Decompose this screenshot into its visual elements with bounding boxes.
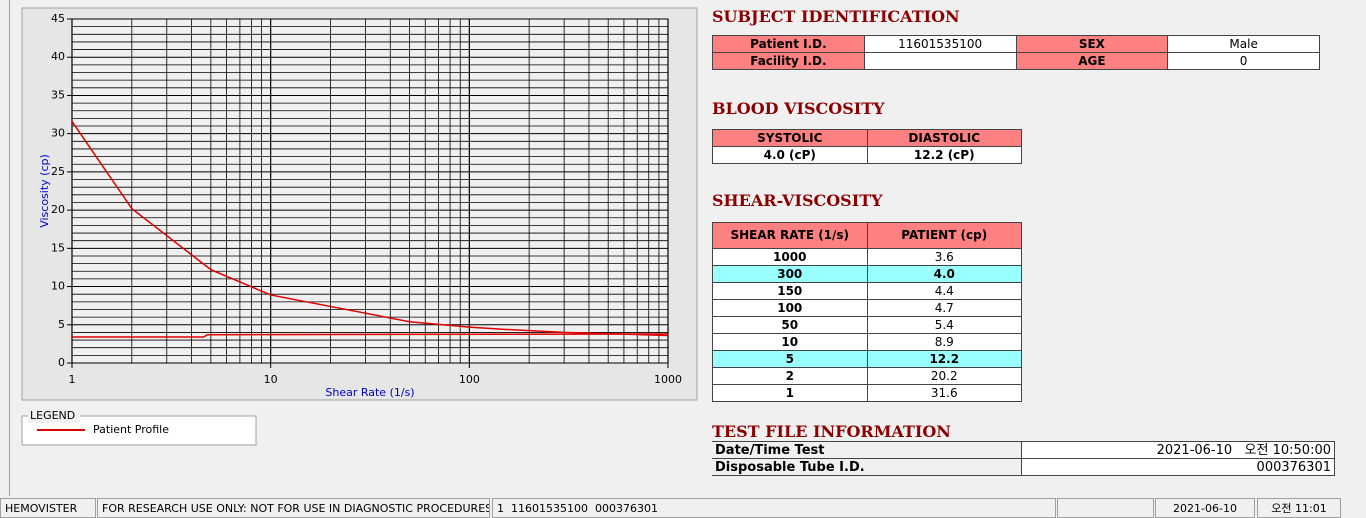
section-title: BLOOD VISCOSITY (712, 99, 885, 118)
y-tick-label: 5 (58, 318, 65, 331)
subject-table: Patient I.D. 11601535100 SEX Male Facility … (712, 35, 1320, 70)
value (863, 52, 1017, 70)
legend-title: LEGEND (30, 409, 75, 422)
header: SHEAR RATE (1/s) (712, 222, 868, 249)
cell: 1 (712, 384, 868, 402)
blood-table: SYSTOLIC DIASTOLIC 4.0 (cP) 12.2 (cP) (712, 129, 1022, 164)
value: 11601535100 (863, 35, 1017, 53)
x-tick-label: 10 (264, 373, 278, 386)
cell: 5.4 (866, 316, 1022, 334)
value: 0 (1167, 52, 1320, 70)
label: AGE (1015, 52, 1169, 70)
legend-caption-bg (28, 409, 80, 423)
header-row: SHEAR RATE (1/s) PATIENT (cp) (712, 222, 1022, 249)
test-file-table: Date/Time Test 2021-06-10 오전 10:50:00 Disp… (712, 441, 1335, 476)
y-tick-label: 40 (51, 50, 65, 63)
row: 1 31.6 (712, 384, 1022, 402)
row: 150 4.4 (712, 282, 1022, 300)
x-axis-title: Shear Rate (1/s) (325, 386, 414, 399)
cell: 8.9 (866, 333, 1022, 351)
row: 10 8.9 (712, 333, 1022, 351)
cell: 12.2 (866, 350, 1022, 368)
cell: 20.2 (866, 367, 1022, 385)
cell: 5 (712, 350, 868, 368)
label: Facility I.D. (712, 52, 865, 70)
cell: 4.0 (866, 265, 1022, 283)
status-pane: 오전 11:01 (1257, 498, 1341, 518)
row: 1000 3.6 (712, 248, 1022, 266)
cell: 300 (712, 265, 868, 283)
value: 2021-06-10 오전 10:50:00 (1021, 441, 1335, 459)
cell: 4.4 (866, 282, 1022, 300)
cell: 2 (712, 367, 868, 385)
cell: 3.6 (866, 248, 1022, 266)
x-tick-label: 100 (459, 373, 480, 386)
row: 50 5.4 (712, 316, 1022, 334)
row: 300 4.0 (712, 265, 1022, 283)
x-tick-label: 1 (69, 373, 76, 386)
shear-table: SHEAR RATE (1/s) PATIENT (cp) 1000 3.6 300 4.… (712, 222, 1022, 402)
cell: 150 (712, 282, 868, 300)
cell: 10 (712, 333, 868, 351)
label: Patient I.D. (712, 35, 865, 53)
x-tick-label: 1000 (654, 373, 682, 386)
status-pane: FOR RESEARCH USE ONLY: NOT FOR USE IN DI… (97, 498, 490, 518)
value: 000376301 (1021, 458, 1335, 476)
status-pane: 1 11601535100 000376301 (492, 498, 1056, 518)
label: Date/Time Test (712, 441, 1022, 459)
row: 100 4.7 (712, 299, 1022, 317)
status-pane: HEMOVISTER (0, 498, 96, 518)
chart-panel: Shear Rate (1/s) Viscosity (cp) LEGEND 0… (21, 7, 698, 446)
plot-area (71, 18, 669, 364)
y-tick-label: 30 (51, 127, 65, 140)
value: 12.2 (cP) (866, 146, 1022, 164)
row: Disposable Tube I.D. 000376301 (712, 458, 1335, 476)
header: SYSTOLIC (712, 129, 868, 147)
cell: 1000 (712, 248, 868, 266)
cell: 31.6 (866, 384, 1022, 402)
y-tick-label: 20 (51, 203, 65, 216)
status-pane: 2021-06-10 (1155, 498, 1255, 518)
y-tick-label: 0 (58, 356, 65, 369)
row: Date/Time Test 2021-06-10 오전 10:50:00 (712, 441, 1335, 459)
data-line (72, 333, 669, 338)
cell: 100 (712, 299, 868, 317)
section-title: TEST FILE INFORMATION (712, 422, 951, 441)
cell: 4.7 (866, 299, 1022, 317)
y-tick-label: 25 (51, 165, 65, 178)
section-title: SHEAR-VISCOSITY (712, 191, 883, 210)
row: 5 12.2 (712, 350, 1022, 368)
label: SEX (1015, 35, 1169, 53)
section-title: SUBJECT IDENTIFICATION (712, 7, 960, 26)
y-tick-label: 35 (51, 88, 65, 101)
header: DIASTOLIC (866, 129, 1022, 147)
data-line (71, 121, 669, 337)
y-tick-label: 10 (51, 280, 65, 293)
value: 4.0 (cP) (712, 146, 868, 164)
y-tick-label: 45 (51, 12, 65, 25)
value: Male (1167, 35, 1320, 53)
label: Disposable Tube I.D. (712, 458, 1022, 476)
cell: 50 (712, 316, 868, 334)
row: 2 20.2 (712, 367, 1022, 385)
status-pane (1057, 498, 1154, 518)
header: PATIENT (cp) (866, 222, 1022, 249)
y-tick-label: 15 (51, 241, 65, 254)
left-edge (0, 0, 10, 496)
legend-label: Patient Profile (93, 423, 169, 436)
y-axis-title: Viscosity (cp) (38, 154, 51, 228)
